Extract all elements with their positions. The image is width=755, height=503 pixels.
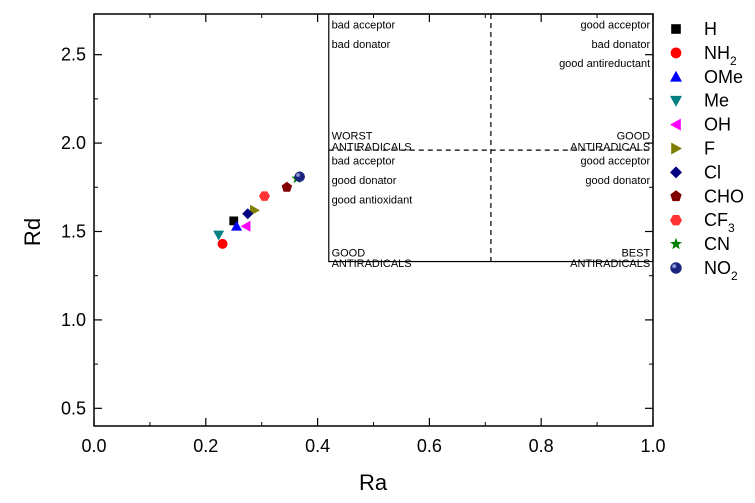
legend-marker-cf3 xyxy=(670,215,682,226)
legend-marker-h xyxy=(671,24,681,34)
point-oh xyxy=(240,220,251,232)
y-tick-label: 0.5 xyxy=(61,398,86,418)
annotation-q-tr-5: ANTIRADICALS xyxy=(570,141,650,153)
annotation-q-tl-3: WORST xyxy=(332,131,373,143)
legend-marker-f xyxy=(671,142,682,155)
x-tick-label: 0.2 xyxy=(193,436,218,456)
x-tick-label: 0.8 xyxy=(529,436,554,456)
point-no2 xyxy=(294,171,305,182)
data-points xyxy=(213,171,305,249)
legend-label-ome: OMe xyxy=(704,67,743,87)
annotation-q-tl-4: ANTIRADICALS xyxy=(332,141,412,153)
point-h xyxy=(229,216,239,226)
legend-label-cf3: CF3 xyxy=(704,210,735,235)
y-tick-label: 1.5 xyxy=(61,221,86,241)
legend-marker-nh2 xyxy=(670,47,682,59)
annotation-q-bl-5: ANTIRADICALS xyxy=(332,258,412,270)
legend-marker-oh xyxy=(670,118,681,131)
legend-label-oh: OH xyxy=(704,115,731,135)
annotation-q-tl-1: bad acceptor xyxy=(332,19,396,31)
legend-label-nh2: NH2 xyxy=(704,43,737,68)
legend-marker-cl xyxy=(670,166,682,179)
point-f xyxy=(250,204,260,216)
x-tick-label: 0.0 xyxy=(81,436,106,456)
x-tick-label: 0.4 xyxy=(305,436,330,456)
x-tick-label: 1.0 xyxy=(640,436,665,456)
annotation-q-br-2: good donator xyxy=(585,175,650,187)
plot-frame xyxy=(93,13,654,427)
annotation-q-bl-3: good antioxidant xyxy=(332,194,413,206)
annotation-q-bl-2: good donator xyxy=(332,175,397,187)
axis-ticks: 0.0 0.2 0.4 0.6 0.8 1.0 0.5 1.0 1.5 2.0 2.5 xyxy=(61,14,666,456)
annotation-q-tr-3: good antireductant xyxy=(559,58,650,70)
legend-marker-me xyxy=(670,95,682,107)
y-tick-label: 2.0 xyxy=(61,133,86,153)
legend-marker-ome xyxy=(670,70,682,82)
legend-marker-no2 xyxy=(670,262,682,274)
annotation-q-br-3: BEST xyxy=(621,247,650,259)
legend-label-cho: CHO xyxy=(704,186,744,206)
legend-label-cl: Cl xyxy=(704,162,721,182)
annotation-q-bl-4: GOOD xyxy=(332,247,366,259)
y-tick-label: 2.5 xyxy=(61,45,86,65)
annotation-q-tl-2: bad donator xyxy=(332,39,391,51)
legend-marker-cn xyxy=(670,237,682,250)
legend-label-f: F xyxy=(704,139,715,159)
annotation-q-bl-1: bad acceptor xyxy=(332,155,396,167)
y-axis-title: Rd xyxy=(20,218,45,246)
point-ome xyxy=(231,220,243,231)
x-axis-title: Ra xyxy=(359,470,388,495)
legend-label-cn: CN xyxy=(704,234,730,254)
annotation-q-br-4: ANTIRADICALS xyxy=(570,258,650,270)
annotation-q-tr-4: GOOD xyxy=(617,131,651,143)
legend-label-h: H xyxy=(704,19,717,39)
point-cf3 xyxy=(258,191,270,201)
x-tick-label: 0.6 xyxy=(417,436,442,456)
legend-subscript: 2 xyxy=(731,269,738,283)
point-cho xyxy=(281,181,293,192)
point-cl xyxy=(242,208,254,220)
legend-marker-cho xyxy=(670,190,682,202)
legend-label-no2: NO2 xyxy=(704,258,738,283)
annotation-q-tr-2: bad donator xyxy=(591,39,650,51)
annotation-q-br-1: good acceptor xyxy=(580,155,650,167)
annotation-q-tr-1: good acceptor xyxy=(580,19,650,31)
point-me xyxy=(213,230,225,241)
y-tick-label: 1.0 xyxy=(61,310,86,330)
point-nh2 xyxy=(217,238,228,249)
legend-label-me: Me xyxy=(704,91,729,111)
legend-subscript: 2 xyxy=(730,54,737,68)
legend-subscript: 3 xyxy=(728,221,735,235)
